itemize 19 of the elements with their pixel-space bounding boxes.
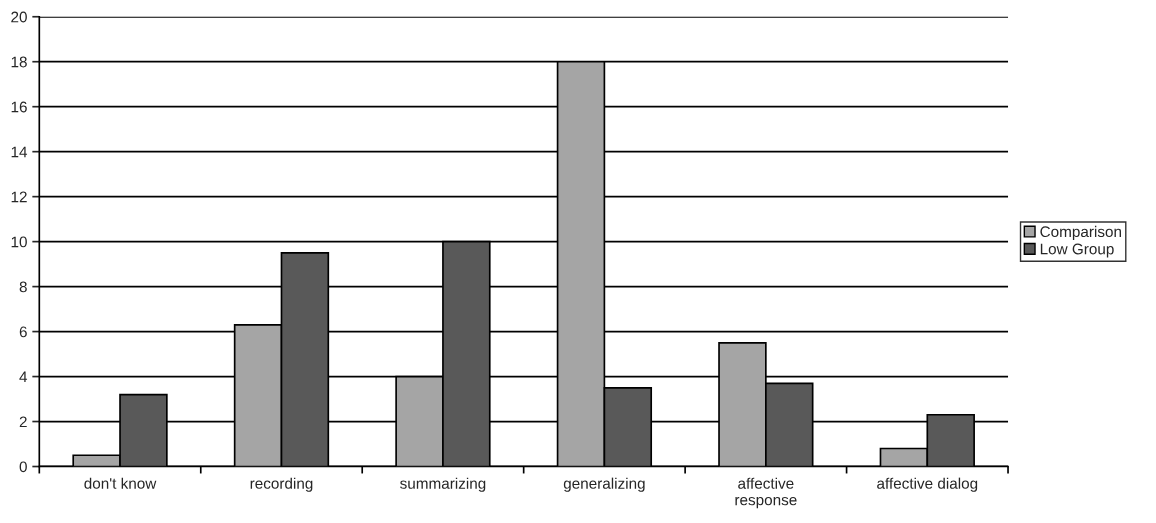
x-tick-label: affective dialog bbox=[877, 477, 978, 492]
y-tick-label: 6 bbox=[19, 326, 27, 338]
y-tick-label: 18 bbox=[11, 56, 27, 68]
y-tick-label: 0 bbox=[19, 461, 27, 473]
y-tick-label: 16 bbox=[11, 101, 27, 113]
legend-label: Comparison bbox=[1040, 225, 1121, 241]
legend-label: Low Group bbox=[1040, 243, 1114, 258]
x-tick-label: recording bbox=[250, 477, 313, 492]
y-tick-label: 10 bbox=[11, 236, 27, 248]
x-tick-label: affective response bbox=[735, 477, 797, 509]
y-tick-label: 12 bbox=[11, 191, 27, 203]
y-tick-label: 8 bbox=[19, 281, 27, 293]
x-tick-label: generalizing bbox=[563, 477, 645, 492]
y-tick-label: 14 bbox=[11, 146, 28, 158]
y-tick-label: 2 bbox=[19, 416, 27, 428]
y-tick-label: 20 bbox=[11, 11, 27, 23]
x-tick-label: don't know bbox=[84, 477, 157, 489]
x-tick-label: summarizing bbox=[400, 477, 486, 492]
y-tick-label: 4 bbox=[19, 371, 28, 383]
